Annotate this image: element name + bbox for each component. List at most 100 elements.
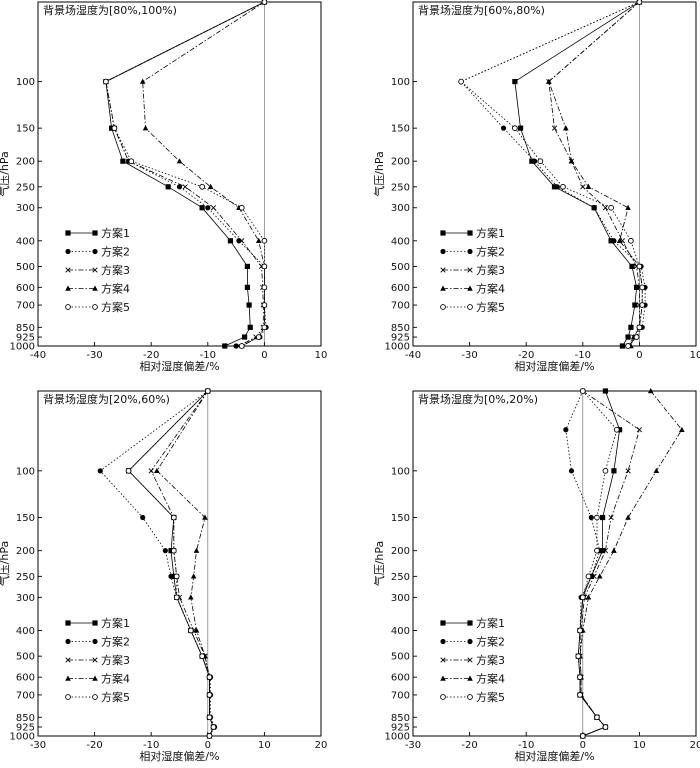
series-1-point-7 <box>629 263 635 270</box>
series-1-point-8 <box>633 284 640 290</box>
legend-label-2: 方案2 <box>101 635 130 649</box>
y-tick-label: 850 <box>16 323 35 334</box>
y-tick-label: 850 <box>391 713 410 724</box>
series-1-point-legend-b <box>467 620 473 626</box>
x-tick-label: 10 <box>315 350 328 361</box>
series-1-point-legend-a <box>65 230 71 236</box>
series-5-point-0 <box>636 0 643 5</box>
series-5 <box>575 388 620 739</box>
series-4-point-2 <box>202 514 208 520</box>
series-5-point-6 <box>628 237 634 244</box>
series-5-point-7 <box>577 627 583 634</box>
series-1 <box>103 0 267 349</box>
series-4-point-3 <box>625 514 631 520</box>
x-tick-label: 10 <box>258 740 271 751</box>
y-tick-label: 100 <box>391 77 410 88</box>
series-5-point-12 <box>625 343 631 349</box>
y-tick-label: 850 <box>16 713 35 724</box>
series-1-point-7 <box>244 263 251 270</box>
series-4-point-4 <box>585 183 592 190</box>
y-tick-label: 250 <box>391 572 410 583</box>
series-4-point-1 <box>154 467 160 474</box>
y-tick-label: 1000 <box>10 342 35 353</box>
y-tick-label: 500 <box>391 652 410 663</box>
series-line-2 <box>565 390 607 737</box>
x-tick-label: -10 <box>518 740 534 751</box>
series-4-point-5 <box>188 594 194 600</box>
y-tick-label: 400 <box>16 236 35 247</box>
legend-label-1: 方案1 <box>101 616 130 630</box>
series-2-point-4 <box>168 573 174 579</box>
series-1-point-9 <box>632 302 638 308</box>
x-tick-label: -30 <box>405 740 421 751</box>
legend-label-3: 方案3 <box>101 653 130 667</box>
series-5-point-5 <box>608 204 614 211</box>
series-3-point-1 <box>148 468 154 474</box>
series-1-point-6 <box>608 238 614 244</box>
chart-title: 背景场湿度为[20%,60%) <box>43 392 170 406</box>
series-5-point-2 <box>170 514 177 521</box>
series-line-1 <box>514 1 640 347</box>
series-5-point-2 <box>111 125 118 132</box>
series-2 <box>563 388 609 739</box>
series-5 <box>458 0 646 349</box>
series-3-point-legend-b <box>467 267 473 273</box>
series-4-point-0 <box>647 388 654 394</box>
series-3-point-2 <box>551 125 558 131</box>
y-tick-label: 600 <box>16 283 35 294</box>
series-3-point-1 <box>636 427 643 433</box>
series-3 <box>103 0 268 349</box>
x-tick-label: -40 <box>30 350 46 361</box>
chart-title: 背景场湿度为[60%,80%) <box>418 3 545 17</box>
chart-panel-1: -40 -30 -20 -10 0 10 100 150 200 250 300 400 500 600 7… <box>0 0 327 373</box>
series-4-point-legend-a <box>440 675 446 681</box>
series-4-point-3 <box>176 158 183 164</box>
series-1-point-legend-b <box>92 230 98 236</box>
x-tick-label: 0 <box>205 740 211 751</box>
x-tick-label: 10 <box>690 350 700 361</box>
x-tick-label: 0 <box>261 350 267 361</box>
series-3-point-legend-a <box>65 657 71 663</box>
series-5-point-7 <box>261 263 268 270</box>
series-5-point-10 <box>577 692 583 698</box>
series-5-point-11 <box>633 334 640 340</box>
y-tick-label: 100 <box>16 466 35 477</box>
y-tick-label: 500 <box>391 262 410 273</box>
x-tick-label: -20 <box>518 350 534 361</box>
series-2-point-3 <box>162 548 168 554</box>
y-tick-label: 925 <box>391 723 410 734</box>
x-tick-label: 20 <box>315 740 328 751</box>
series-4-point-legend-a <box>65 285 71 291</box>
y-tick-label: 150 <box>391 124 410 135</box>
series-1-point-1 <box>512 78 518 85</box>
series-5-point-1 <box>125 467 132 474</box>
y-axis-label: 气压/hPa <box>372 541 386 587</box>
chart-panel-2: -40 -30 -20 -10 0 10 100 150 200 250 300 400 500 600 7… <box>372 0 700 373</box>
plot-frame <box>37 390 322 737</box>
y-tick-label: 200 <box>391 157 410 168</box>
y-tick-label: 150 <box>16 513 35 524</box>
y-tick-label: 600 <box>391 283 410 294</box>
legend: 方案1 方案2 方案3 方案4 方案5 <box>440 226 505 314</box>
series-5-point-0 <box>579 388 586 394</box>
chart-panel-3: -30 -20 -10 0 10 20 100 150 200 250 300 400 500 600 70… <box>0 388 327 763</box>
series-5-point-5 <box>173 594 180 601</box>
series-4 <box>577 388 685 739</box>
series-1-point-11 <box>625 334 631 340</box>
series-3-point-4 <box>602 548 609 554</box>
series-5-point-legend-b <box>92 304 98 310</box>
series-5-point-6 <box>187 627 194 634</box>
y-tick-label: 1000 <box>10 732 35 743</box>
series-5-point-11 <box>255 334 262 340</box>
x-tick-label: -30 <box>30 740 46 751</box>
y-tick-label: 300 <box>16 203 35 214</box>
y-tick-label: 250 <box>16 182 35 193</box>
y-tick-label: 850 <box>391 323 410 334</box>
series-3-point-6 <box>239 238 245 244</box>
series-5-point-3 <box>170 547 177 554</box>
series-5-point-10 <box>261 324 268 331</box>
series-5-point-3 <box>128 158 135 165</box>
series-1-point-11 <box>241 334 248 340</box>
series-5-point-6 <box>261 237 268 244</box>
series-5-point-legend-b <box>92 694 98 700</box>
